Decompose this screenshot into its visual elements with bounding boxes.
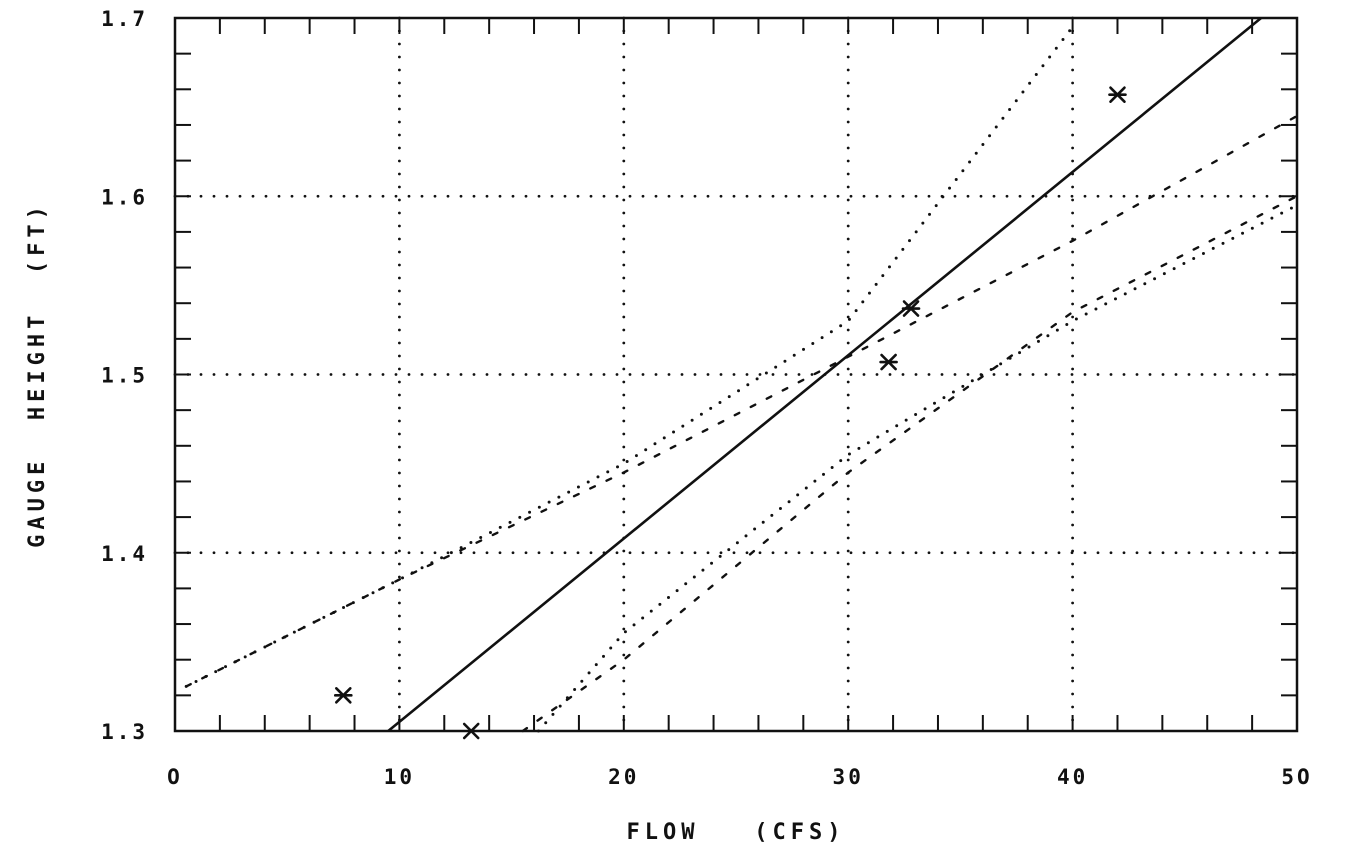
x-tick-label: 20 <box>608 765 639 789</box>
y-tick-label: 1.5 <box>101 364 148 388</box>
y-tick-label: 1.6 <box>101 185 148 209</box>
data-point <box>333 687 353 704</box>
y-tick-label: 1.7 <box>101 7 148 31</box>
series-line-1 <box>387 16 1262 733</box>
plot-frame <box>173 16 1299 733</box>
x-tick-label: 30 <box>833 765 864 789</box>
series-line-2 <box>184 114 1299 688</box>
data-point <box>879 353 898 371</box>
data-point <box>901 300 921 317</box>
data-points <box>333 86 1127 740</box>
y-tick-label: 1.4 <box>101 542 148 566</box>
series-line-3 <box>521 194 1299 733</box>
grid-lines <box>173 16 1299 733</box>
y-tick-label: 1.3 <box>101 720 148 744</box>
minor-ticks <box>175 18 1297 731</box>
data-point <box>1108 86 1127 103</box>
series-group <box>184 16 1299 733</box>
x-tick-label: 10 <box>384 765 415 789</box>
series-line-4 <box>184 25 1075 688</box>
x-tick-labels: O 10 20 30 40 5O <box>167 765 1312 789</box>
x-tick-label: 5O <box>1281 765 1312 789</box>
y-tick-labels: 1.3 1.4 1.5 1.6 1.7 <box>101 7 148 744</box>
y-axis-label: GAUGE HEIGHT (FT) <box>25 201 50 548</box>
x-tick-label: 40 <box>1057 765 1088 789</box>
x-axis-label: FLOW (CFS) <box>627 820 846 845</box>
series-line-5 <box>537 203 1299 733</box>
x-tick-label: O <box>167 765 183 789</box>
